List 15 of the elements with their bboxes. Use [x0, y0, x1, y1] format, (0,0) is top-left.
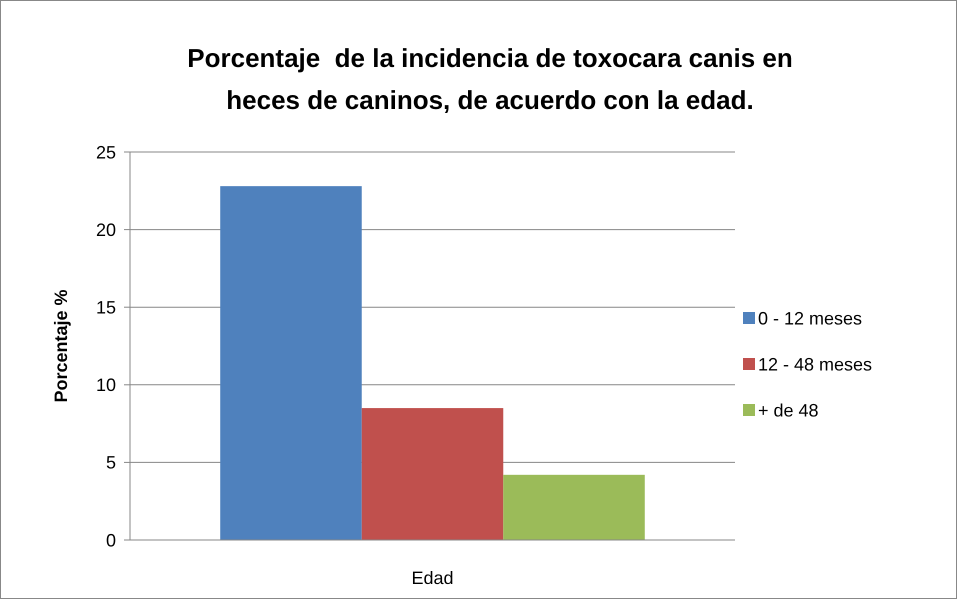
bar [362, 408, 504, 540]
legend-label: 12 - 48 meses [758, 354, 872, 374]
y-tick-label: 5 [106, 452, 116, 473]
legend-label: 0 - 12 meses [758, 308, 862, 328]
y-tick-label: 25 [96, 142, 116, 162]
x-axis-title: Edad [411, 568, 454, 588]
bar [503, 474, 645, 540]
y-tick-label: 15 [96, 298, 116, 318]
y-tick-label: 20 [96, 220, 116, 240]
y-axis-title: Porcentaje % [51, 289, 71, 403]
y-tick-label: 0 [106, 530, 116, 550]
chart-title: Porcentaje de la incidencia de toxocara canis en heces de caninos, de acuerdo con la edad. [187, 43, 793, 115]
legend-label: + de 48 [758, 400, 819, 420]
y-tick-label: 10 [96, 375, 116, 396]
bar [220, 186, 362, 540]
